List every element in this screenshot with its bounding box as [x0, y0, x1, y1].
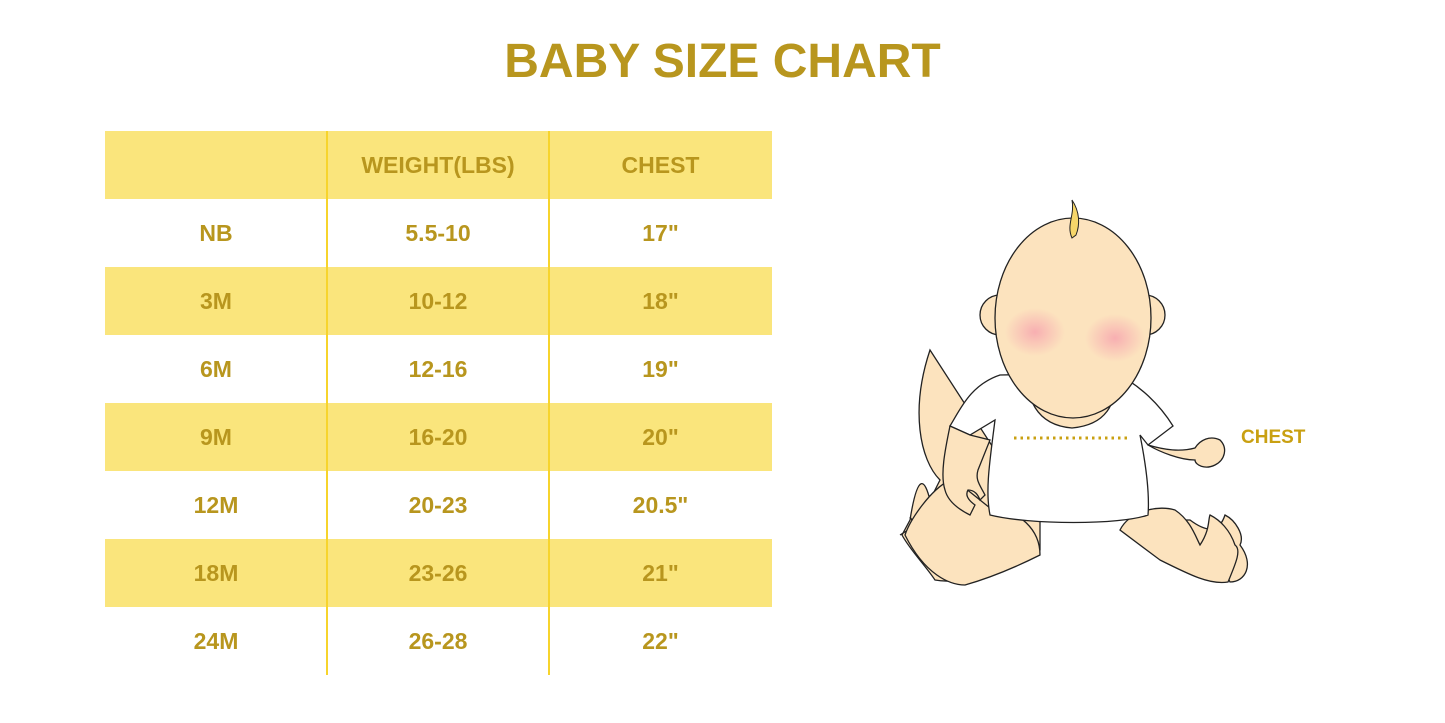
table-row: 12M 20-23 20.5"	[105, 471, 772, 539]
weight-cell: 16-20	[408, 423, 468, 450]
size-cell: 3M	[200, 287, 232, 314]
chest-cell: 21"	[642, 559, 679, 586]
chest-cell: 18"	[642, 287, 679, 314]
weight-cell: 10-12	[408, 287, 468, 314]
table-row: 3M 10-12 18"	[105, 267, 772, 335]
table-header-row: WEIGHT(LBS) CHEST	[105, 131, 772, 199]
table-row: 24M 26-28 22"	[105, 607, 772, 675]
weight-cell: 26-28	[408, 627, 468, 654]
weight-cell: 12-16	[408, 355, 468, 382]
weight-cell: 20-23	[408, 491, 468, 518]
chest-cell: 22"	[642, 627, 679, 654]
chest-label: CHEST	[1241, 427, 1306, 448]
size-cell: 6M	[200, 355, 232, 382]
column-divider	[548, 131, 550, 675]
header-cell-chest: CHEST	[621, 151, 700, 178]
column-divider	[326, 131, 328, 675]
size-cell: 18M	[193, 559, 239, 586]
table-row: 18M 23-26 21"	[105, 539, 772, 607]
chest-cell: 20.5"	[632, 491, 689, 518]
weight-cell: 5.5-10	[405, 219, 471, 246]
weight-cell: 23-26	[408, 559, 468, 586]
chest-cell: 19"	[642, 355, 679, 382]
size-cell: 9M	[200, 423, 232, 450]
size-cell: 24M	[193, 627, 239, 654]
size-cell: NB	[199, 219, 233, 246]
hair-curl	[1069, 199, 1080, 239]
table-row: 9M 16-20 20"	[105, 403, 772, 471]
header-cell-weight: WEIGHT(LBS)	[361, 151, 515, 178]
table-row: 6M 12-16 19"	[105, 335, 772, 403]
baby-illustration	[899, 199, 1249, 586]
size-table: WEIGHT(LBS) CHEST NB 5.5-10 17" 3M 10-12…	[105, 131, 772, 675]
header-cell-size	[105, 131, 327, 199]
size-cell: 12M	[193, 491, 239, 518]
chest-cell: 20"	[642, 423, 679, 450]
chest-cell: 17"	[642, 219, 679, 246]
page-title: BABY SIZE CHART	[504, 35, 941, 88]
table-row: NB 5.5-10 17"	[105, 199, 772, 267]
